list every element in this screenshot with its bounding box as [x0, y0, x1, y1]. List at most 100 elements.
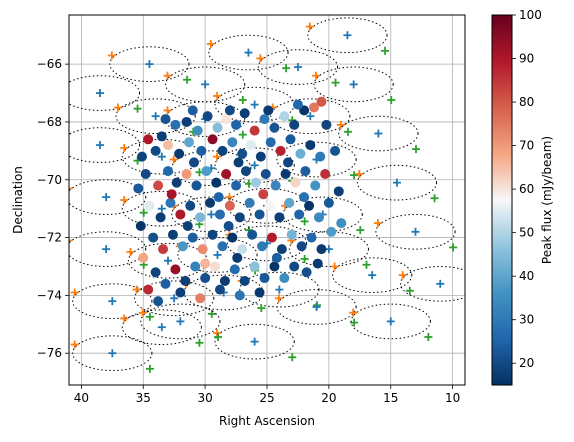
green-marker [387, 95, 396, 104]
beam-center-marker [157, 323, 166, 332]
green-marker [145, 312, 154, 321]
orange-marker [398, 271, 407, 280]
source-point [296, 241, 307, 252]
source-point [264, 200, 275, 211]
beam-center-marker [293, 63, 302, 72]
colorbar-tick-label: 70 [519, 139, 534, 153]
source-point [224, 105, 235, 116]
source-point [163, 166, 173, 177]
source-point [244, 197, 255, 208]
source-point [135, 221, 146, 232]
green-marker [300, 217, 309, 226]
beam-ellipse [69, 231, 147, 267]
beam-ellipse [270, 98, 351, 135]
source-point [202, 111, 213, 122]
beam-center-marker [102, 193, 111, 202]
orange-marker [330, 262, 339, 271]
beam-center-marker [201, 80, 210, 89]
source-point [265, 137, 276, 148]
grid-lines [69, 15, 465, 385]
source-point [275, 145, 286, 156]
source-point [299, 192, 310, 203]
beam-ellipse [276, 141, 357, 178]
source-point [300, 166, 311, 177]
source-point [200, 273, 211, 284]
beam-center-marker [95, 141, 104, 150]
green-marker [139, 208, 148, 217]
source-point [295, 148, 306, 159]
x-axis-ticks: 40 35 30 25 20 15 10 [74, 385, 460, 405]
x-tick-label: 20 [321, 391, 336, 405]
source-point [323, 197, 334, 208]
source-point [197, 244, 208, 255]
x-tick-label: 35 [136, 391, 151, 405]
source-point [289, 261, 300, 272]
y-axis-label: Declination [11, 166, 25, 234]
source-point [234, 212, 245, 223]
source-point [231, 180, 242, 191]
source-point [258, 189, 269, 200]
orange-marker [355, 169, 364, 178]
y-tick-label: −74 [37, 288, 62, 302]
beam-ellipse [313, 66, 394, 103]
source-point [326, 226, 337, 237]
orange-marker [163, 71, 172, 80]
orange-marker [256, 54, 265, 63]
source-point [200, 258, 211, 269]
source-point [234, 290, 245, 301]
orange-marker [213, 328, 222, 337]
colorbar-label: Peak flux (mJy/beam) [540, 136, 554, 264]
green-marker [288, 353, 297, 362]
source-point [182, 221, 193, 232]
source-point [233, 157, 244, 168]
source-point [212, 122, 223, 133]
source-point [207, 229, 218, 240]
source-point [148, 232, 159, 243]
source-point [294, 209, 305, 220]
beam-ellipse [350, 303, 431, 340]
orange-marker [126, 248, 135, 257]
source-point [213, 192, 224, 203]
beam-ellipse [69, 75, 141, 111]
beam-ellipse [109, 46, 190, 82]
green-marker [257, 304, 266, 313]
source-point [266, 232, 277, 243]
source-point [292, 99, 303, 110]
green-marker [300, 254, 309, 263]
beam-center-marker [349, 80, 358, 89]
source-point [286, 229, 297, 240]
source-point [185, 200, 196, 211]
source-point [170, 264, 181, 275]
source-point [170, 119, 181, 130]
orange-marker [138, 308, 147, 317]
source-point [177, 241, 188, 252]
beam-center-marker [157, 204, 166, 213]
orange-marker [312, 71, 321, 80]
source-point [165, 197, 176, 208]
source-point [181, 116, 192, 127]
orange-marker [70, 340, 79, 349]
source-point [227, 232, 238, 243]
beam-ellipse [288, 231, 369, 267]
beam-layer [69, 17, 465, 373]
beam-center-marker [145, 60, 154, 69]
orange-marker [69, 236, 73, 245]
source-point [195, 212, 206, 223]
beam-ellipse [177, 237, 258, 273]
source-point [279, 273, 290, 284]
y-tick-label: −72 [37, 231, 62, 245]
beam-center-marker [250, 337, 259, 346]
source-point [269, 122, 280, 133]
source-point [336, 218, 347, 229]
source-point [160, 278, 171, 289]
source-point [237, 148, 248, 159]
orange-marker [336, 120, 345, 129]
source-point [257, 241, 268, 252]
source-point [245, 140, 256, 151]
colorbar-tick-label: 100 [519, 8, 542, 22]
green-marker [411, 145, 420, 154]
source-point [263, 105, 274, 116]
source-point [143, 284, 154, 295]
beam-center-marker [368, 271, 377, 280]
source-point [207, 134, 218, 145]
